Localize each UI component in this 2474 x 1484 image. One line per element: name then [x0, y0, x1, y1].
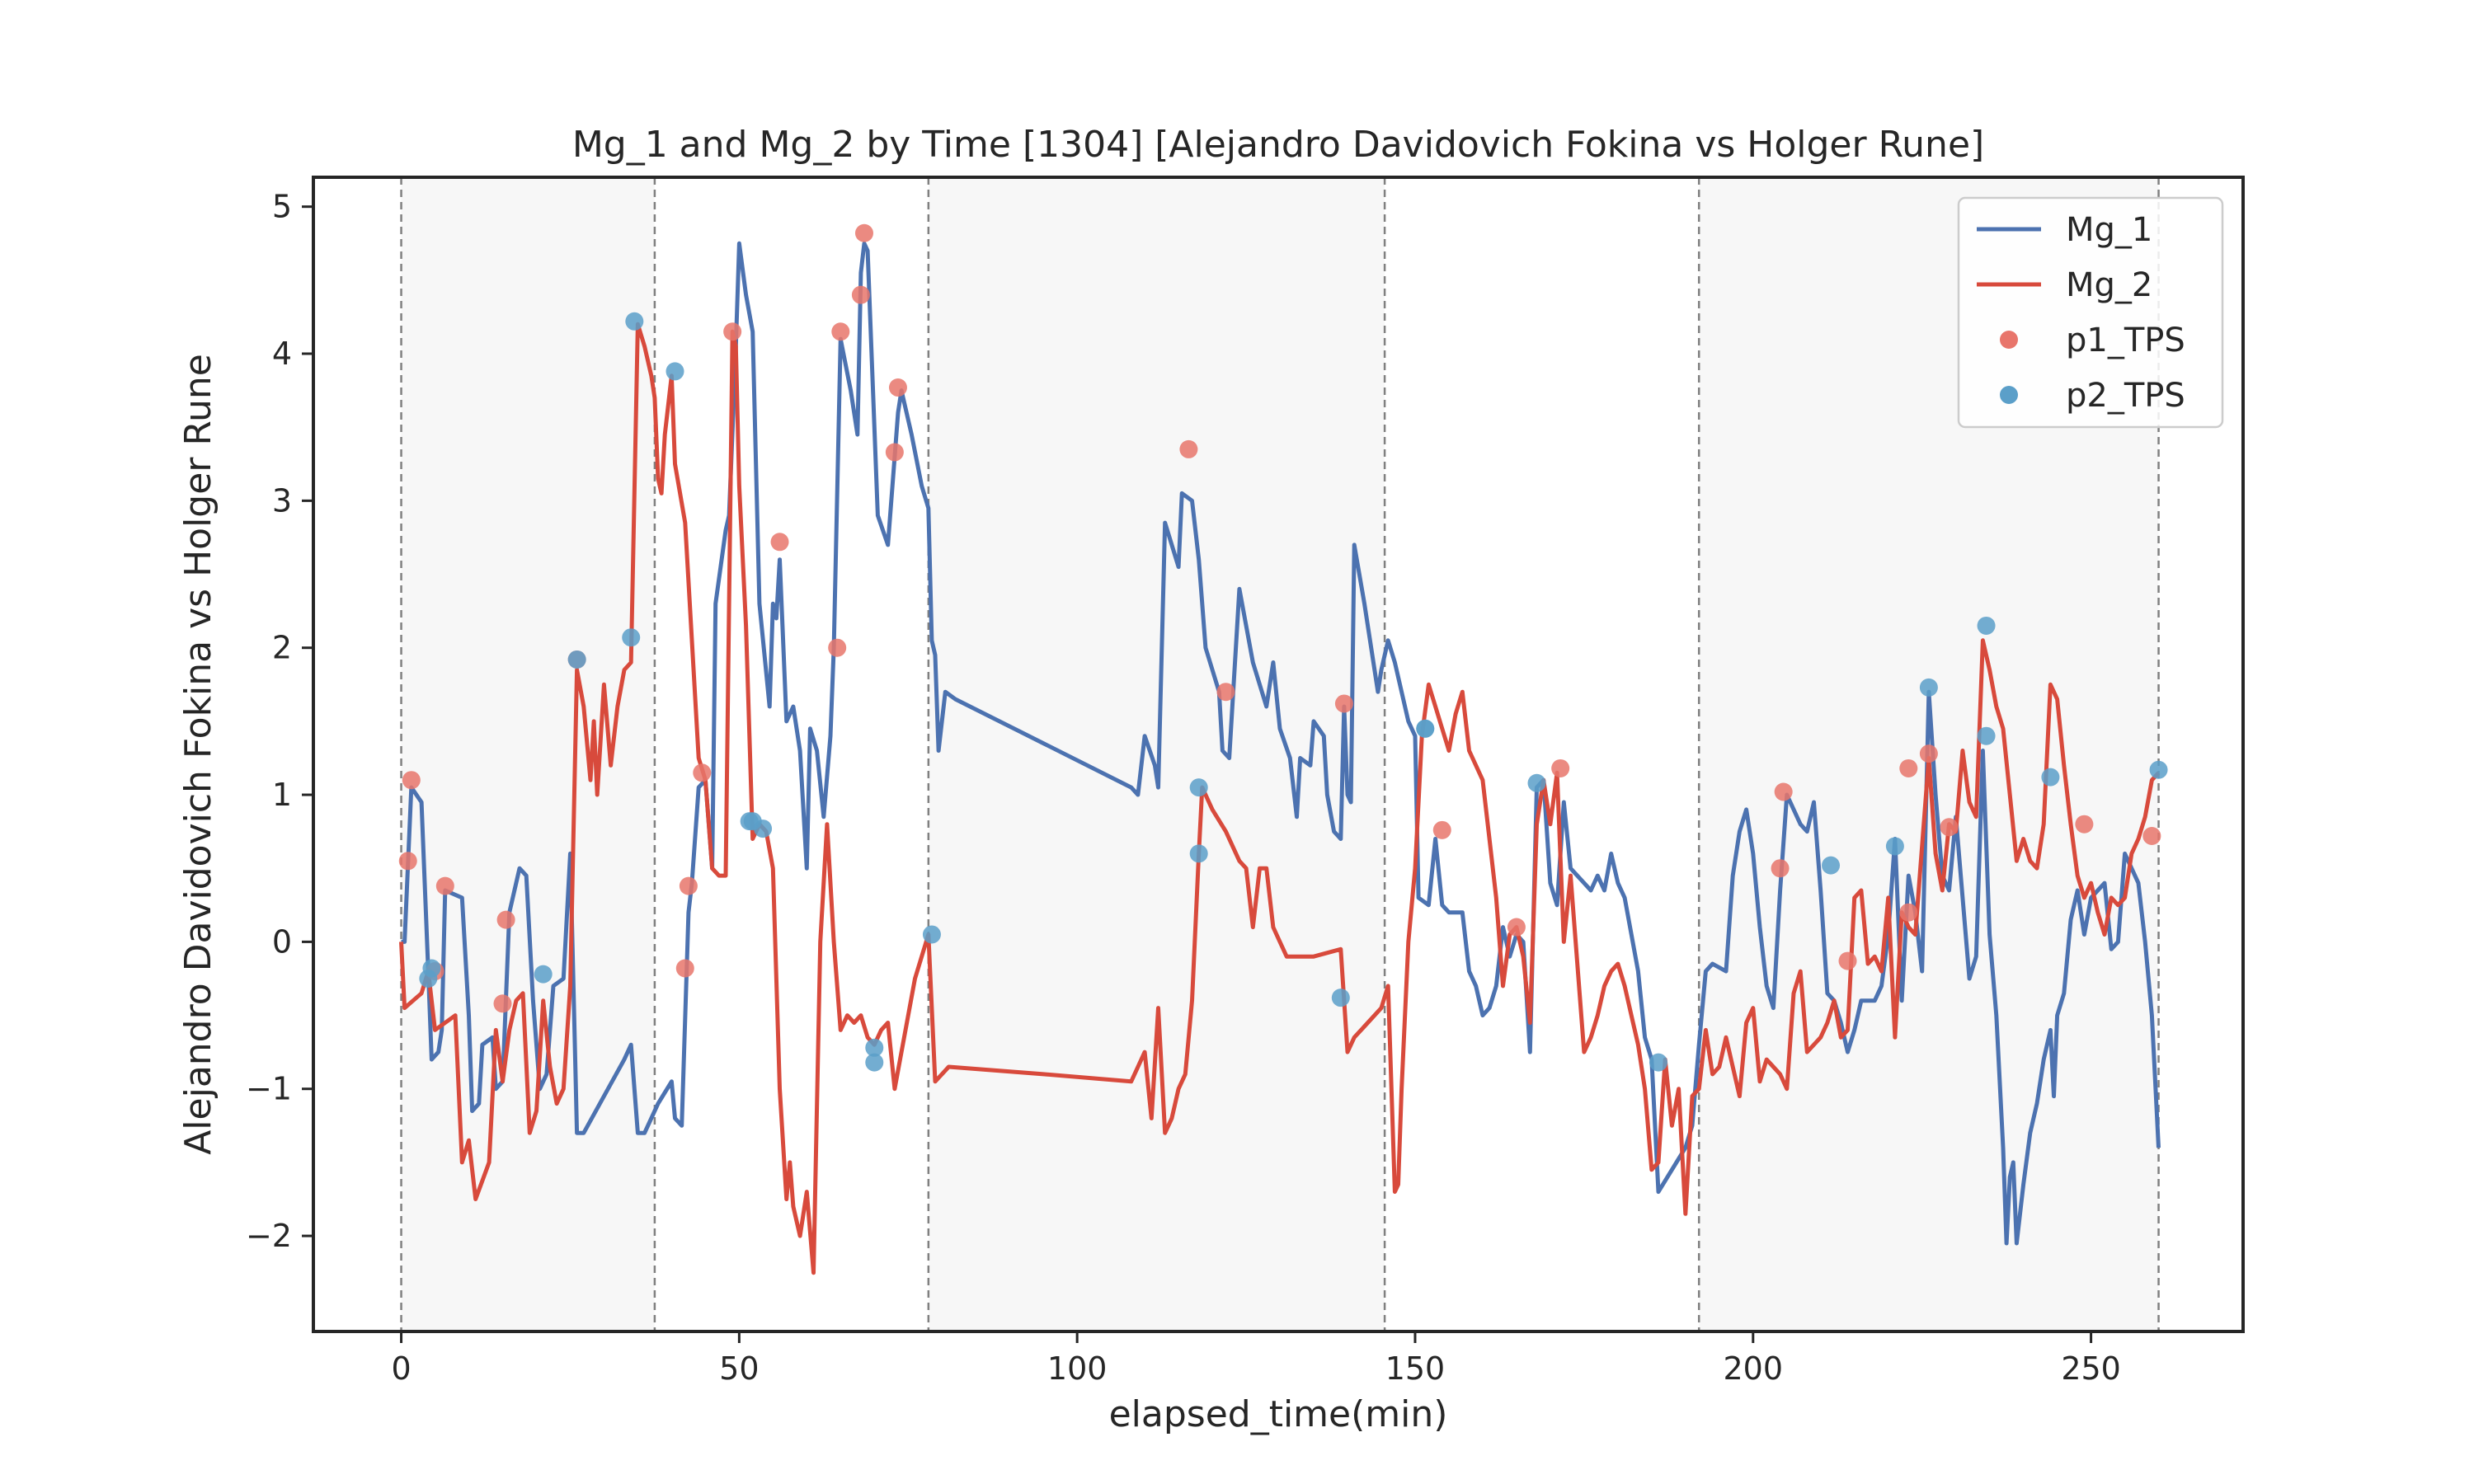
p2-tps-point-15	[1331, 989, 1350, 1007]
p1-tps-point-9	[693, 763, 712, 782]
x-axis-label: elapsed_time(min)	[1109, 1393, 1448, 1435]
p2-tps-point-17	[1416, 719, 1435, 738]
p1-tps-point-17	[888, 378, 907, 397]
p1-tps-point-28	[1899, 903, 1918, 922]
chart-title: Mg_1 and Mg_2 by Time [1304] [Alejandro …	[572, 124, 1984, 166]
p1-tps-point-27	[1899, 758, 1918, 777]
legend-swatch-p1-tps	[2000, 331, 2018, 349]
y-tick-label-3: 1	[272, 777, 292, 813]
p1-tps-point-5	[496, 910, 515, 929]
p2-tps-point-26	[2149, 760, 2168, 779]
y-tick-label-4: 2	[272, 630, 292, 666]
p1-tps-point-31	[2075, 815, 2094, 834]
p2-tps-point-9	[754, 819, 773, 838]
p1-tps-point-32	[2142, 826, 2161, 845]
shaded-spans	[401, 177, 2159, 1331]
tps-markers	[398, 223, 2168, 1072]
p1-tps-point-12	[828, 638, 847, 657]
p1-tps-point-24	[1774, 782, 1793, 801]
y-tick-label-5: 3	[272, 482, 292, 519]
x-tick-label-0: 0	[391, 1350, 411, 1387]
p1-tps-point-25	[1771, 859, 1790, 878]
p2-tps-point-11	[865, 1053, 884, 1072]
p2-tps-point-10	[865, 1038, 884, 1057]
p1-tps-point-10	[723, 322, 742, 341]
shaded-span-0	[401, 177, 655, 1331]
series-line-mg-1	[401, 241, 2161, 1246]
x-tick-label-1: 50	[719, 1350, 759, 1387]
p2-tps-point-13	[1189, 778, 1208, 797]
p1-tps-point-7	[675, 959, 694, 978]
y-tick-label-2: 0	[272, 923, 292, 960]
p2-tps-point-18	[1527, 773, 1546, 792]
p1-tps-point-26	[1838, 951, 1857, 970]
series-line-mg-2	[399, 322, 2161, 1275]
p2-tps-point-3	[567, 650, 586, 669]
p2-tps-point-22	[1919, 678, 1938, 697]
p1-tps-point-23	[1551, 758, 1570, 777]
legend-label-p2-tps: p2_TPS	[2066, 377, 2185, 415]
y-axis-label: Alejandro Davidovich Fokina vs Holger Ru…	[177, 354, 219, 1155]
plot-frame	[312, 176, 2245, 1333]
y-tick-label-1: −1	[246, 1071, 292, 1107]
x-tick-label-3: 150	[1385, 1350, 1446, 1387]
p2-tps-point-5	[625, 312, 644, 331]
p2-tps-point-2	[534, 965, 553, 984]
legend-box	[1957, 196, 2224, 429]
p2-tps-point-21	[1885, 837, 1904, 856]
x-tick-label-5: 250	[2061, 1350, 2121, 1387]
y-tick-label-7: 5	[272, 189, 292, 225]
p2-tps-point-19	[1649, 1053, 1668, 1072]
p1-tps-point-14	[851, 285, 870, 304]
x-axis-ticks: 0 50 100 150 200 250	[391, 1331, 2121, 1387]
p1-tps-point-21	[1432, 820, 1451, 839]
p1-tps-point-19	[1216, 683, 1235, 702]
p1-tps-point-20	[1334, 694, 1353, 713]
p2-tps-point-14	[1189, 844, 1208, 863]
legend-label-mg-2: Mg_2	[2066, 266, 2152, 304]
p2-tps-point-20	[1822, 856, 1841, 875]
series-lines	[399, 241, 2161, 1275]
p1-tps-point-11	[770, 533, 789, 552]
p2-tps-point-4	[622, 628, 641, 647]
p1-tps-point-18	[1179, 439, 1198, 458]
shaded-span-1	[928, 177, 1385, 1331]
p1-tps-point-15	[854, 223, 873, 242]
p1-tps-point-0	[398, 852, 417, 871]
legend-swatch-p2-tps	[2000, 386, 2018, 404]
x-tick-label-2: 100	[1047, 1350, 1108, 1387]
p1-tps-point-29	[1919, 744, 1938, 763]
legend: Mg_1 Mg_2 p1_TPS p2_TPS	[1957, 196, 2224, 429]
p2-tps-point-23	[1977, 726, 1996, 745]
p1-tps-point-13	[831, 322, 850, 341]
p1-tps-point-22	[1507, 918, 1526, 937]
p1-tps-point-1	[402, 771, 421, 790]
legend-label-mg-1: Mg_1	[2066, 211, 2152, 249]
y-tick-label-6: 4	[272, 336, 292, 372]
y-tick-label-0: −2	[246, 1218, 292, 1254]
p1-tps-point-8	[679, 876, 698, 895]
p2-tps-point-25	[2041, 768, 2060, 787]
p2-tps-point-1	[422, 959, 441, 978]
p1-tps-point-4	[493, 994, 512, 1013]
p2-tps-point-24	[1977, 616, 1996, 635]
p2-tps-point-12	[922, 925, 941, 944]
y-axis-ticks: −2 −1 0 1 2 3 4 5	[246, 189, 313, 1254]
p1-tps-point-3	[435, 876, 454, 895]
p1-tps-point-16	[885, 443, 904, 462]
p1-tps-point-30	[1940, 818, 1959, 837]
legend-label-p1-tps: p1_TPS	[2066, 322, 2185, 359]
p2-tps-point-6	[666, 362, 684, 381]
x-tick-label-4: 200	[1724, 1350, 1784, 1387]
